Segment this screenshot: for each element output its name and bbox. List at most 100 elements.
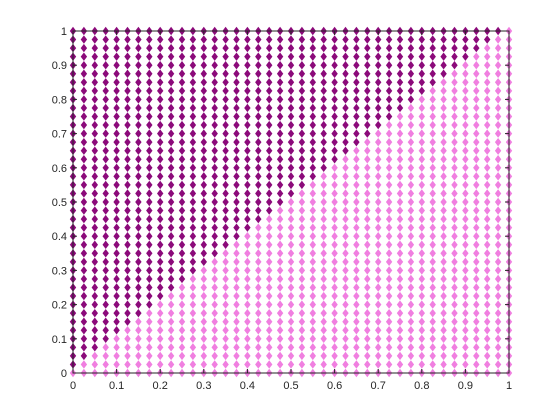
data-point-light [375,257,382,267]
y-tick-label: 1 [61,26,67,38]
data-point-light [396,163,404,172]
data-point-light [200,343,207,352]
data-point-light [462,317,469,326]
data-point-dark [91,197,98,207]
data-point-dark [102,300,109,309]
data-point-dark [91,223,98,232]
data-point-dark [124,206,131,215]
data-point-dark [266,35,273,44]
data-point-light [429,189,436,198]
data-point-light [200,283,207,292]
data-point-dark [309,103,316,113]
data-point-dark [102,129,109,138]
data-point-light [244,300,251,309]
data-point-dark [276,129,284,138]
data-point-light [342,300,349,309]
data-point-light [266,232,273,241]
data-point-dark [276,197,284,207]
data-point-light [462,172,469,181]
data-point-dark [157,283,164,292]
data-point-light [440,180,447,190]
data-point-light [244,326,251,335]
data-point-light [385,360,393,369]
data-point-light [342,343,349,352]
data-point-light [407,257,415,267]
data-point-light [178,334,186,343]
data-point-dark [266,103,273,113]
data-point-dark [266,189,273,198]
data-point-light [276,308,284,318]
data-point-dark [157,35,164,44]
data-point-dark [80,103,88,113]
data-point-dark [113,197,120,207]
data-point-dark [157,69,164,78]
data-point-dark [91,266,98,275]
data-point-dark [113,155,120,164]
data-point-dark [200,137,207,147]
data-point-light [473,223,480,232]
data-point-dark [287,61,295,70]
data-point-dark [102,326,109,335]
data-point-light [385,197,393,207]
data-point-dark [309,78,316,87]
data-point-light [222,283,229,292]
data-point-light [320,180,327,190]
data-point-dark [331,43,338,53]
data-point-dark [146,155,153,164]
data-point-dark [80,283,88,292]
data-point-dark [124,197,131,207]
data-point-light [429,249,436,258]
data-point-light [331,163,338,172]
data-point-dark [353,95,360,104]
data-point-light [407,240,415,249]
data-point-light [266,334,273,343]
data-point-light [189,360,197,369]
data-point-light [353,232,360,241]
data-point-dark [309,155,316,164]
data-point-dark [80,155,88,164]
data-point-light [440,189,447,198]
data-point-dark [102,240,109,249]
data-point-light [440,266,447,275]
data-point-dark [178,86,186,96]
data-point-light [255,240,262,249]
data-point-dark [320,43,327,53]
data-point-light [440,103,447,113]
data-point-dark [124,137,131,147]
data-point-dark [375,120,382,130]
data-point-dark [189,137,197,147]
data-point-light [385,189,393,198]
data-point-dark [353,120,360,130]
data-point-dark [276,120,284,130]
data-point-light [429,283,436,292]
data-point-light [407,360,415,369]
data-point-dark [266,43,273,53]
data-point-light [484,232,491,241]
data-point-dark [146,232,153,241]
data-point-dark [146,120,153,130]
data-point-dark [102,43,109,53]
data-point-light [429,197,436,207]
data-point-dark [320,61,327,70]
data-point-dark [189,155,197,164]
data-point-light [255,351,262,361]
data-point-dark [91,155,98,164]
data-point-dark [222,163,229,172]
data-point-light [189,326,197,335]
data-point-light [429,214,436,224]
data-point-dark [189,214,197,224]
data-point-light [255,274,262,284]
data-point-dark [178,35,186,44]
x-tick-label: 0.4 [240,380,255,392]
data-point-light [157,351,164,361]
data-point-dark [178,61,186,70]
data-point-dark [124,291,131,301]
data-point-light [364,334,371,343]
data-point-light [189,300,197,309]
data-point-light [375,172,382,181]
data-point-light [440,86,447,96]
data-point-dark [255,129,262,138]
data-point-dark [484,35,491,44]
data-point-light [342,334,349,343]
data-point-light [309,283,316,292]
